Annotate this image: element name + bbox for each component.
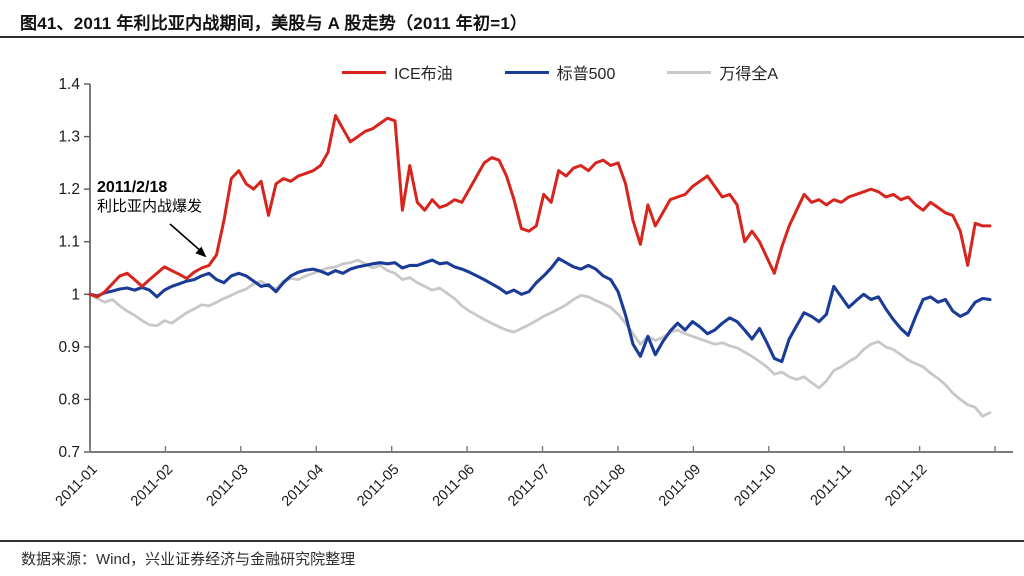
legend-line-swatch-blue (504, 70, 549, 74)
event-annotation: 2011/2/18 利比亚内战爆发 (97, 178, 202, 217)
x-tick-label: 2011-03 (203, 462, 251, 510)
annotation-arrow-line (169, 223, 205, 254)
data-source: 数据来源：Wind，兴业证券经济与金融研究院整理 (21, 551, 356, 568)
annotation-arrow-head (195, 246, 207, 258)
y-tick-label: 1.1 (58, 234, 80, 251)
figure-title: 图41、2011 年利比亚内战期间，美股与 A 股走势（2011 年初=1） (20, 14, 528, 33)
event-annotation-date: 2011/2/18 (97, 179, 168, 196)
x-tick-label: 2011-10 (731, 462, 779, 510)
series-line-sp500 (88, 256, 992, 364)
x-tick-label: 2011-12 (882, 462, 930, 510)
legend-line-swatch-gray (667, 70, 712, 74)
y-tick-label: 1.3 (58, 129, 80, 146)
x-tick-label: 2011-02 (128, 462, 176, 510)
x-tick-label: 2011-06 (430, 462, 478, 510)
y-tick-label: 0.9 (58, 339, 80, 356)
y-tick-label: 1.2 (58, 181, 80, 198)
x-tick-label: 2011-09 (656, 462, 704, 510)
series-line-ice_brent (88, 114, 992, 299)
event-annotation-text: 利比亚内战爆发 (97, 198, 203, 215)
x-tick-label: 2011-11 (808, 462, 855, 509)
legend-line-swatch-red (341, 70, 386, 74)
x-tick-label: 2011-08 (581, 462, 629, 510)
x-tick-label: 2011-05 (354, 462, 402, 510)
legend-item-sp500: 标普500 (504, 60, 616, 84)
y-tick-label: 1.4 (58, 76, 80, 93)
y-tick-label: 0.7 (58, 444, 80, 461)
y-tick-label: 0.8 (58, 391, 80, 408)
legend-item-wind-all-a: 万得全A (667, 60, 778, 84)
legend-item-ice-brent: ICE布油 (341, 60, 453, 84)
legend-label-wind-all-a: 万得全A (719, 66, 779, 83)
x-tick-label: 2011-01 (53, 462, 101, 510)
legend-label-sp500: 标普500 (556, 66, 616, 83)
legend-label-ice-brent: ICE布油 (393, 66, 453, 83)
series-line-wind_all_a (88, 258, 992, 418)
y-tick-label: 1 (71, 286, 80, 303)
x-tick-label: 2011-04 (279, 462, 327, 510)
title-divider (0, 36, 1024, 38)
legend: ICE布油 标普500 万得全A (0, 60, 1024, 84)
x-tick-label: 2011-07 (505, 462, 553, 510)
source-divider (0, 540, 1024, 542)
